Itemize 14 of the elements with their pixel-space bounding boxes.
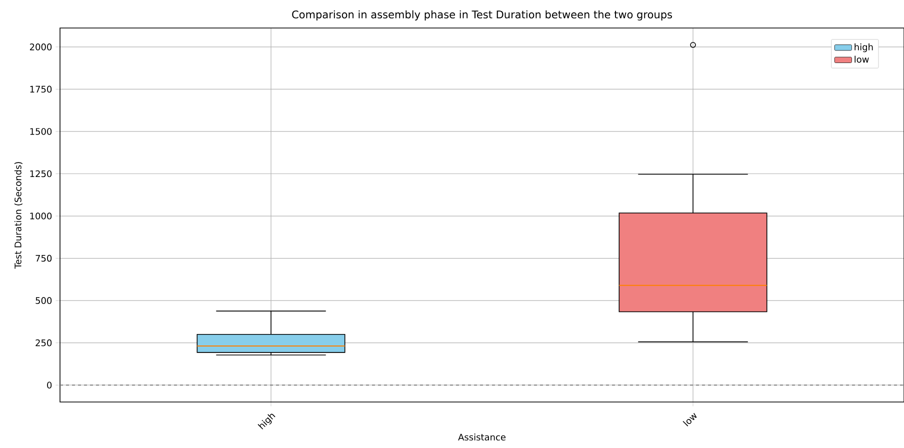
y-axis-title: Test Duration (Seconds) bbox=[14, 162, 22, 269]
y-tick-label: 1250 bbox=[30, 170, 52, 178]
y-tick-label: 1000 bbox=[30, 212, 52, 220]
chart-title: Comparison in assembly phase in Test Duration between the two groups bbox=[292, 10, 672, 20]
y-tick-label: 1500 bbox=[30, 128, 52, 135]
y-tick-label: 500 bbox=[36, 297, 52, 304]
legend-label: high bbox=[854, 43, 873, 52]
legend-label: low bbox=[854, 56, 869, 63]
y-tick-label: 750 bbox=[36, 254, 52, 262]
y-tick-label: 1750 bbox=[30, 86, 52, 93]
y-tick-label: 2000 bbox=[30, 44, 52, 50]
y-tick-label: 250 bbox=[36, 339, 52, 346]
x-axis-title: Assistance bbox=[458, 434, 506, 441]
y-tick-label: 0 bbox=[47, 382, 52, 388]
